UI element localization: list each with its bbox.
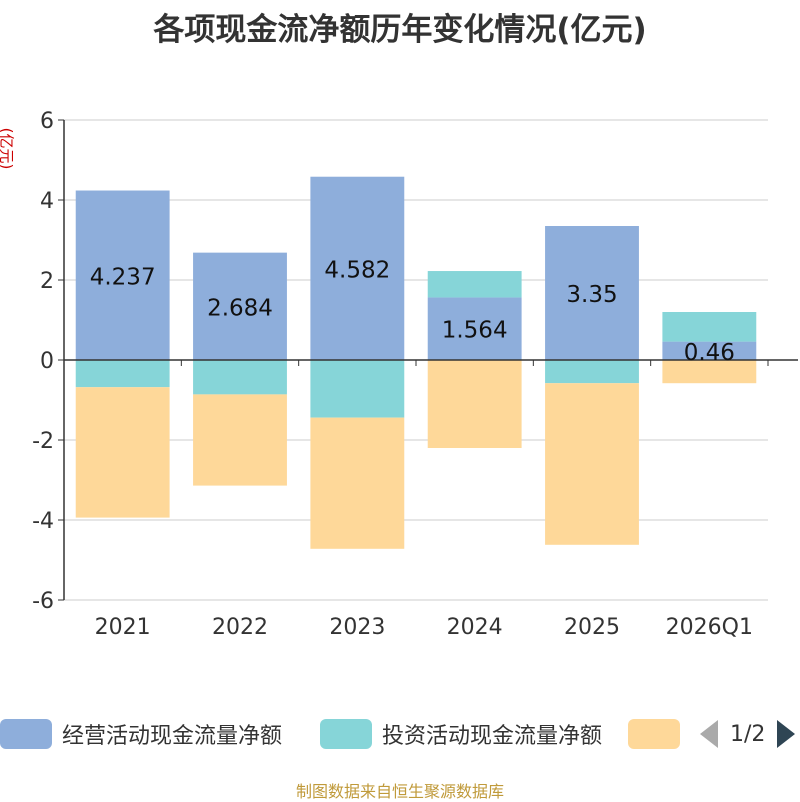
bar-2025-series-1 — [545, 360, 639, 384]
legend-item-investing[interactable]: 投资活动现金流量净额 — [320, 716, 602, 752]
x-tick-label-2023: 2023 — [329, 615, 385, 640]
next-page-icon[interactable] — [777, 720, 796, 748]
legend-swatch-financing — [628, 719, 680, 749]
legend-page-indicator: 1/2 — [730, 721, 766, 747]
legend-label-operating: 经营活动现金流量净额 — [62, 724, 283, 749]
data-label-2023: 4.582 — [324, 257, 390, 283]
bar-2024-series-2 — [427, 360, 522, 448]
bars — [75, 176, 757, 549]
y-tick-label: 2 — [40, 269, 54, 294]
source-note: 制图数据来自恒生聚源数据库 — [295, 782, 504, 801]
bar-2021-series-2 — [75, 387, 170, 518]
x-tick-label-2025: 2025 — [564, 615, 620, 640]
data-labels: 4.237 2.684 4.582 1.564 3.35 0.46 — [90, 257, 735, 365]
bar-2021-series-0 — [75, 190, 170, 360]
y-tick-label: -6 — [32, 589, 54, 614]
legend-pager: 1/2 — [700, 716, 796, 752]
grid-lines — [64, 119, 768, 601]
legend-label-investing: 投资活动现金流量净额 — [382, 724, 603, 749]
data-label-2021: 4.237 — [90, 264, 156, 290]
bar-2022-series-2 — [193, 394, 287, 486]
axes: 6 4 2 0 -2 -4 -6 2021 2022 2023 2024 2025 2026Q1 — [32, 109, 798, 640]
bar-2023-series-0 — [310, 176, 405, 360]
y-tick-label: 4 — [40, 189, 54, 214]
bar-2026Q1-series-0 — [662, 341, 757, 360]
bar-2024-series-1 — [427, 271, 522, 298]
x-tick-label-2026Q1: 2026Q1 — [666, 615, 753, 640]
bar-2026Q1-series-1 — [662, 312, 757, 342]
bar-2023-series-1 — [310, 360, 405, 418]
data-label-2022: 2.684 — [207, 295, 273, 321]
data-label-2024: 1.564 — [442, 318, 508, 344]
y-tick-label: 6 — [40, 109, 54, 134]
bar-2025-series-2 — [545, 383, 639, 545]
data-label-2025: 3.35 — [566, 282, 617, 308]
y-tick-label: -2 — [32, 429, 54, 454]
prev-page-icon[interactable] — [700, 720, 718, 748]
y-tick-label: -4 — [32, 509, 54, 534]
x-tick-label-2021: 2021 — [95, 615, 151, 640]
bar-2022-series-0 — [193, 252, 287, 360]
y-tick-label: 0 — [40, 349, 54, 374]
x-tick-label-2024: 2024 — [447, 615, 503, 640]
x-tick-label-2022: 2022 — [212, 615, 268, 640]
bar-2022-series-1 — [193, 360, 287, 395]
bar-2021-series-1 — [75, 360, 170, 388]
legend-swatch-operating — [0, 719, 52, 749]
bar-2026Q1-series-2 — [662, 360, 757, 384]
chart-title: 各项现金流净额历年变化情况(亿元) — [153, 12, 647, 48]
legend: 经营活动现金流量净额 投资活动现金流量净额 — [0, 716, 800, 752]
legend-swatch-investing — [320, 719, 372, 749]
data-label-2026Q1: 0.46 — [684, 340, 735, 366]
legend-item-financing[interactable] — [628, 716, 690, 752]
bar-2023-series-2 — [310, 417, 405, 549]
bar-2024-series-0 — [427, 297, 522, 360]
bar-2025-series-0 — [545, 226, 639, 360]
bar-chart: 6 4 2 0 -2 -4 -6 2021 2022 2023 2024 2025 2026Q1 4.2… — [32, 109, 798, 640]
legend-item-operating[interactable]: 经营活动现金流量净额 — [0, 716, 282, 752]
